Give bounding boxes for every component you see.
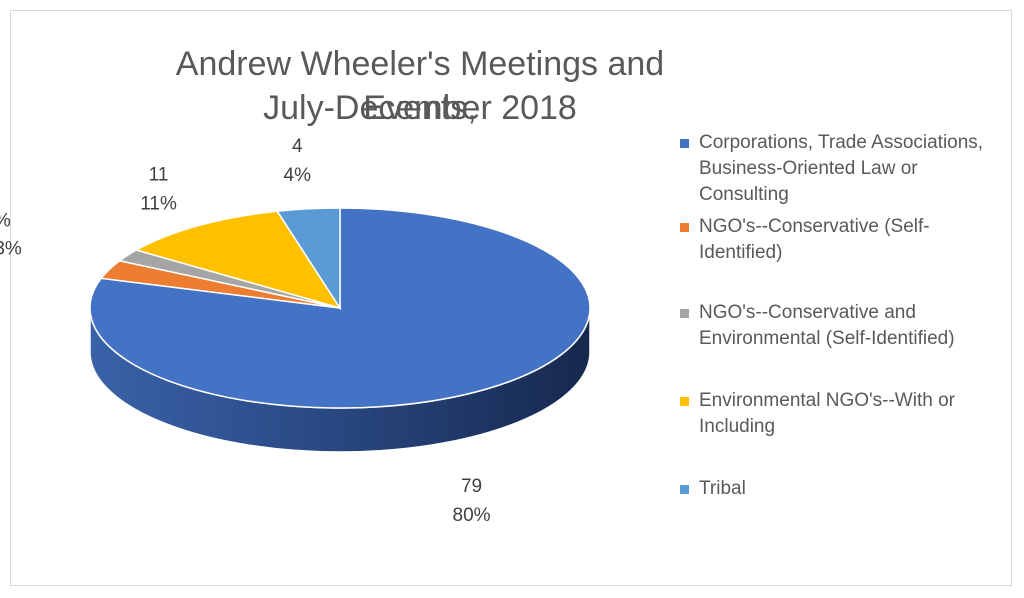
legend-item-corporations: Corporations, Trade Associations, Busine… [680, 130, 1000, 208]
label-corporations: 79 [461, 476, 482, 497]
slice-tribal [275, 207, 341, 311]
label-ngo-conservative-environmental: 2; 2% [0, 210, 11, 231]
label-tribal: 4 [292, 136, 303, 157]
slice-environmental-ngo [134, 210, 342, 310]
label-environmental-ngo: 11% [140, 194, 177, 215]
legend-label: NGO's--Conservative and Environmental (S… [699, 302, 955, 349]
legend-label: Tribal [699, 478, 746, 499]
label-ngo-conservative: 3; 3% [0, 239, 22, 260]
label-corporations: 80% [453, 505, 491, 526]
legend-swatch [680, 309, 689, 318]
legend-item-ngo-conservative: NGO's--Conservative (Self-Identified) [680, 214, 1000, 266]
legend-label: Corporations, Trade Associations, Busine… [699, 132, 984, 205]
legend-swatch [680, 139, 689, 148]
legend-item-environmental-ngo: Environmental NGO's--With or Including [680, 388, 1000, 440]
pie-top-slices [89, 207, 591, 409]
label-tribal: 4% [284, 165, 312, 186]
chart-frame [10, 10, 1012, 586]
legend-swatch [680, 223, 689, 232]
legend-item-ngo-conservative-environmental: NGO's--Conservative and Environmental (S… [680, 300, 1000, 352]
label-environmental-ngo: 11 [149, 165, 169, 186]
legend-item-tribal: Tribal [680, 476, 1000, 502]
legend-label: NGO's--Conservative (Self-Identified) [699, 216, 930, 263]
chart-title-line-1: Andrew Wheeler's Meetings and Events, [175, 45, 665, 127]
legend-swatch [680, 397, 689, 406]
legend-label: Environmental NGO's--With or Including [699, 390, 955, 437]
pie-data-labels: 79 80% 3; 3% 2; 2% 11 11% 4 4% [0, 136, 491, 526]
chart-title-line-2: July-December 2018 [263, 89, 577, 127]
legend-swatch [680, 485, 689, 494]
